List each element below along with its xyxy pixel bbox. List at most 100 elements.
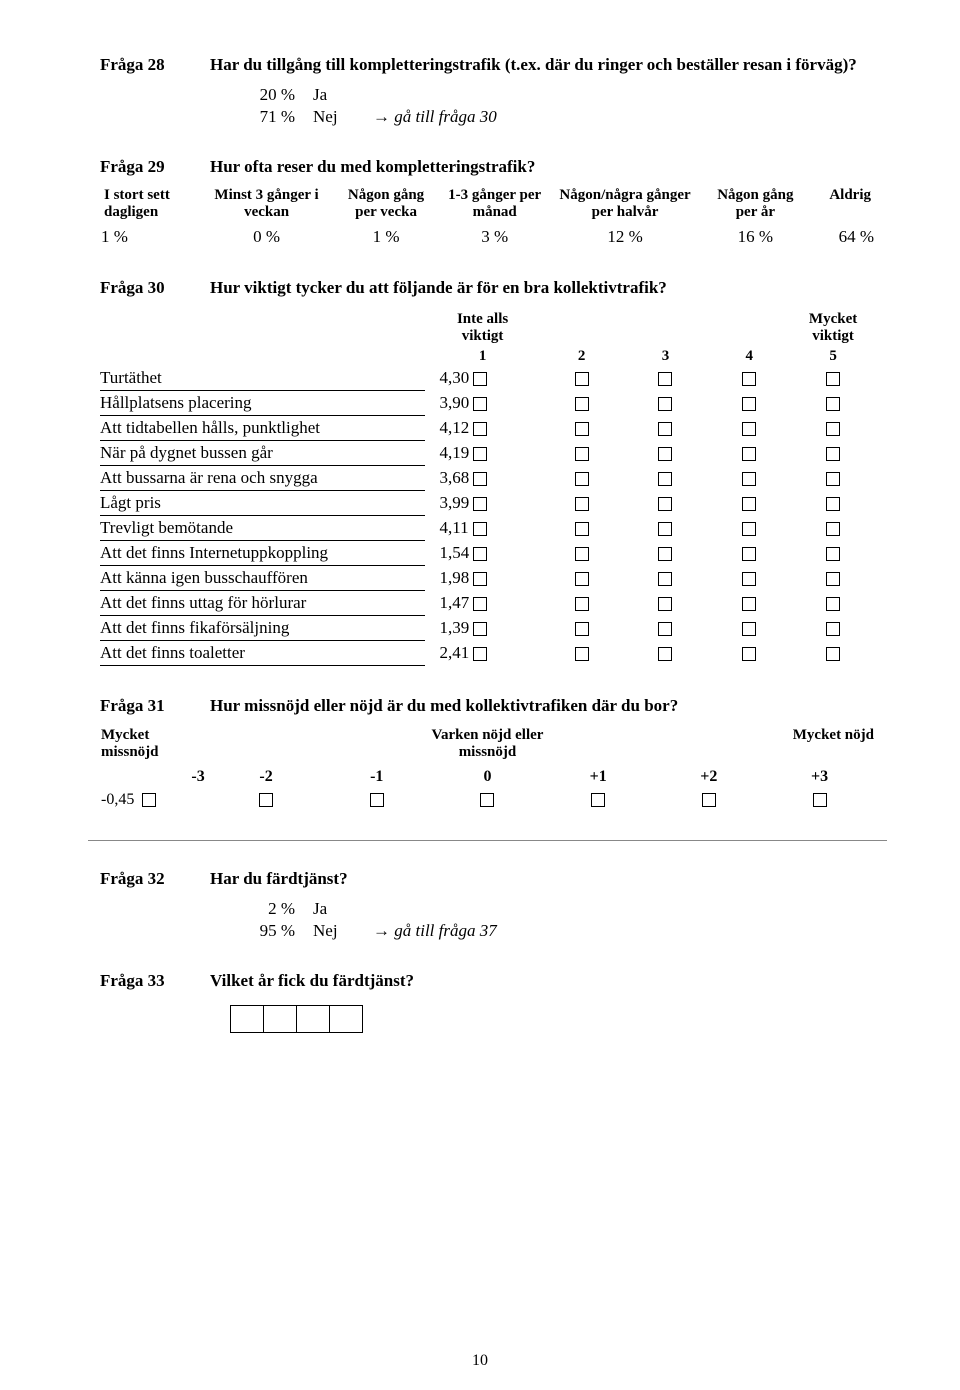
checkbox[interactable] [826, 547, 840, 561]
checkbox[interactable] [473, 522, 487, 536]
year-digit-box[interactable] [230, 1005, 264, 1033]
checkbox[interactable] [575, 647, 589, 661]
checkbox[interactable] [370, 793, 384, 807]
checkbox[interactable] [575, 522, 589, 536]
q29-h5: Någon gång per år [701, 187, 810, 221]
checkbox[interactable] [742, 497, 756, 511]
checkbox[interactable] [742, 422, 756, 436]
checkbox[interactable] [826, 472, 840, 486]
checkbox[interactable] [826, 397, 840, 411]
q29-v3: 3 % [440, 221, 549, 248]
checkbox[interactable] [826, 422, 840, 436]
checkbox[interactable] [575, 622, 589, 636]
checkbox[interactable] [742, 622, 756, 636]
q30-item-value: 1,39 [425, 616, 539, 641]
q28-ans1-goto: → gå till fråga 30 [373, 107, 497, 127]
checkbox[interactable] [473, 447, 487, 461]
q29-h1: Minst 3 gånger i veckan [201, 187, 331, 221]
checkbox[interactable] [473, 472, 487, 486]
checkbox[interactable] [826, 447, 840, 461]
q29-h2: Någon gång per vecka [332, 187, 441, 221]
checkbox[interactable] [575, 447, 589, 461]
checkbox[interactable] [658, 497, 672, 511]
checkbox[interactable] [658, 397, 672, 411]
checkbox[interactable] [591, 793, 605, 807]
checkbox[interactable] [473, 397, 487, 411]
checkbox[interactable] [575, 597, 589, 611]
checkbox[interactable] [480, 793, 494, 807]
checkbox[interactable] [826, 597, 840, 611]
q31-result-cell: -0,45 [100, 787, 211, 810]
checkbox[interactable] [826, 497, 840, 511]
q30-item-label: När på dygnet bussen går [100, 441, 425, 466]
checkbox[interactable] [658, 622, 672, 636]
year-digit-box[interactable] [263, 1005, 297, 1033]
checkbox[interactable] [575, 547, 589, 561]
checkbox[interactable] [658, 372, 672, 386]
checkbox[interactable] [658, 422, 672, 436]
checkbox[interactable] [473, 572, 487, 586]
q28-answers: 20 % Ja 71 % Nej → gå till fråga 30 [230, 85, 875, 127]
checkbox[interactable] [826, 372, 840, 386]
checkbox[interactable] [658, 647, 672, 661]
q30-item-value: 1,54 [425, 541, 539, 566]
checkbox[interactable] [742, 597, 756, 611]
q32-answers: 2 % Ja 95 % Nej → gå till fråga 37 [230, 899, 875, 941]
q32-label: Fråga 32 [100, 869, 210, 889]
checkbox[interactable] [142, 793, 156, 807]
checkbox[interactable] [658, 572, 672, 586]
checkbox[interactable] [259, 793, 273, 807]
checkbox[interactable] [826, 572, 840, 586]
checkbox[interactable] [826, 647, 840, 661]
year-digit-box[interactable] [296, 1005, 330, 1033]
checkbox[interactable] [742, 547, 756, 561]
checkbox[interactable] [813, 793, 827, 807]
checkbox[interactable] [575, 372, 589, 386]
q29-h4: Någon/några gånger per halvår [549, 187, 701, 221]
checkbox[interactable] [742, 647, 756, 661]
checkbox[interactable] [473, 422, 487, 436]
checkbox[interactable] [742, 522, 756, 536]
checkbox[interactable] [473, 497, 487, 511]
checkbox[interactable] [473, 647, 487, 661]
checkbox[interactable] [658, 597, 672, 611]
q31-s2: -1 [321, 762, 432, 787]
q32-ans0-label: Ja [313, 899, 373, 919]
q29-v1: 0 % [201, 221, 331, 248]
checkbox[interactable] [742, 472, 756, 486]
checkbox[interactable] [575, 472, 589, 486]
checkbox[interactable] [826, 522, 840, 536]
checkbox[interactable] [658, 547, 672, 561]
checkbox[interactable] [575, 497, 589, 511]
checkbox[interactable] [702, 793, 716, 807]
checkbox[interactable] [658, 472, 672, 486]
q29-label: Fråga 29 [100, 157, 210, 177]
checkbox[interactable] [473, 372, 487, 386]
checkbox[interactable] [742, 372, 756, 386]
q28-ans1-pct: 71 % [230, 107, 313, 127]
question-33: Fråga 33 Vilket år fick du färdtjänst? [100, 971, 875, 1033]
checkbox[interactable] [658, 447, 672, 461]
checkbox[interactable] [473, 597, 487, 611]
checkbox[interactable] [575, 397, 589, 411]
q30-item-label: Turtäthet [100, 366, 425, 391]
checkbox[interactable] [575, 572, 589, 586]
checkbox[interactable] [742, 397, 756, 411]
checkbox[interactable] [826, 622, 840, 636]
checkbox[interactable] [742, 572, 756, 586]
checkbox[interactable] [575, 422, 589, 436]
q30-item-label: Att det finns Internetuppkoppling [100, 541, 425, 566]
q30-label: Fråga 30 [100, 278, 210, 298]
q31-label: Fråga 31 [100, 696, 210, 716]
q28-ans1-label: Nej [313, 107, 373, 127]
checkbox[interactable] [658, 522, 672, 536]
question-31: Fråga 31 Hur missnöjd eller nöjd är du m… [100, 696, 875, 810]
checkbox[interactable] [742, 447, 756, 461]
year-digit-box[interactable] [329, 1005, 363, 1033]
q29-h0: I stort sett dagligen [100, 187, 201, 221]
q31-s3: 0 [432, 762, 543, 787]
q30-hdr-left: Inte allsviktigt [425, 310, 539, 347]
checkbox[interactable] [473, 622, 487, 636]
q30-item-value: 4,12 [425, 416, 539, 441]
checkbox[interactable] [473, 547, 487, 561]
